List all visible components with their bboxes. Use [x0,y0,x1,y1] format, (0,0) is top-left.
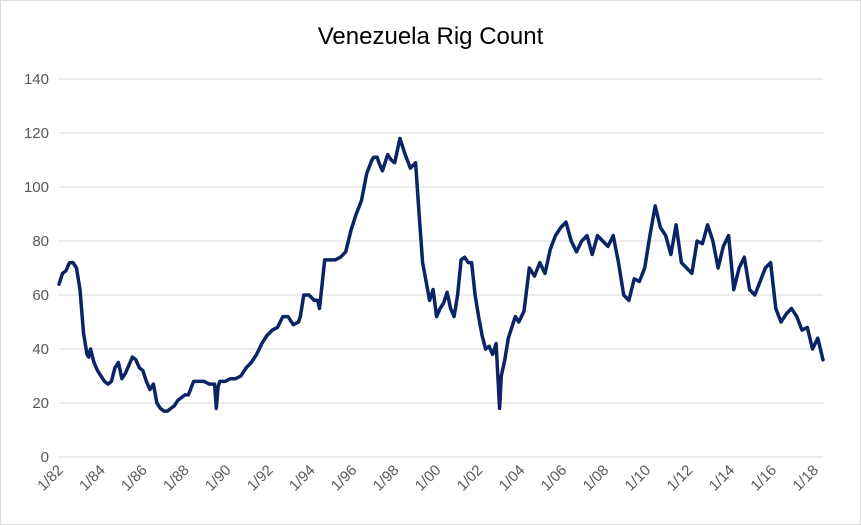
y-tick-label: 20 [32,395,49,412]
y-tick-label: 80 [32,233,49,250]
x-tick-label: 1/94 [286,462,319,495]
y-tick-label: 140 [24,71,49,88]
x-tick-label: 1/06 [538,462,571,495]
x-tick-label: 1/08 [580,462,613,495]
y-axis-ticks: 0 20 40 60 80 100 120 140 [24,71,49,466]
series-line [57,136,825,413]
y-tick-label: 0 [41,449,49,466]
chart-title: Venezuela Rig Count [317,23,544,50]
x-tick-label: 1/90 [202,462,235,495]
x-tick-label: 1/86 [118,462,151,495]
x-tick-label: 1/16 [747,462,780,495]
series-layer [57,136,825,413]
y-tick-label: 120 [24,125,49,142]
y-tick-label: 100 [24,179,49,196]
gridlines [59,78,823,458]
y-tick-label: 60 [32,287,49,304]
x-tick-label: 1/92 [244,462,277,495]
x-tick-label: 1/88 [160,462,193,495]
x-tick-label: 1/96 [328,462,361,495]
x-tick-label: 1/98 [370,462,403,495]
x-tick-label: 1/02 [454,462,487,495]
x-tick-label: 1/04 [496,462,529,495]
y-tick-label: 40 [32,341,49,358]
x-axis-ticks: 1/82 1/84 1/86 1/88 1/90 1/92 1/94 1/96 1/98 1/00… [34,462,822,495]
x-tick-label: 1/84 [76,462,109,495]
x-tick-label: 1/82 [34,462,67,495]
x-tick-label: 1/10 [622,462,655,495]
x-tick-label: 1/14 [705,462,738,495]
x-tick-label: 1/18 [789,462,822,495]
x-tick-label: 1/12 [664,462,697,495]
x-tick-label: 1/00 [412,462,445,495]
